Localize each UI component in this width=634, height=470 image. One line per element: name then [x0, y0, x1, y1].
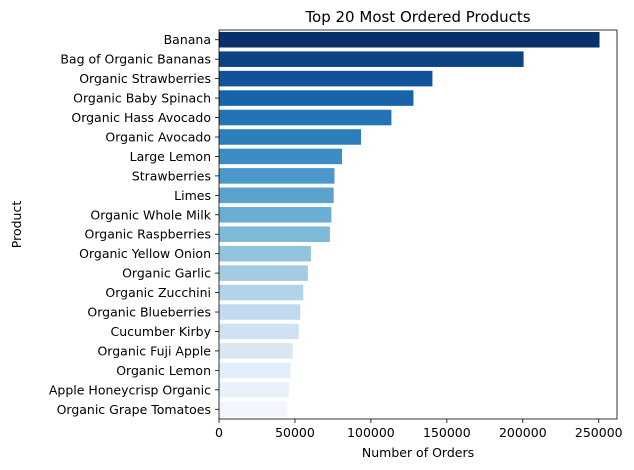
bar: [219, 51, 524, 67]
bar: [219, 31, 600, 48]
y-tick-label: Organic Grape Tomatoes: [57, 402, 211, 417]
bars-group: [219, 31, 600, 418]
y-tick-label: Organic Baby Spinach: [73, 91, 211, 106]
bar: [219, 265, 308, 281]
bar: [219, 284, 304, 301]
y-tick-label: Organic Whole Milk: [90, 207, 211, 222]
x-tick-label: 100000: [347, 425, 395, 440]
y-tick-label: Organic Fuji Apple: [97, 343, 211, 358]
bar: [219, 343, 293, 359]
bar: [219, 90, 414, 106]
x-tick-label: 200000: [499, 425, 547, 440]
bar: [219, 206, 332, 223]
y-tick-label: Organic Raspberries: [85, 227, 211, 242]
chart-title: Top 20 Most Ordered Products: [304, 8, 530, 26]
y-tick-label: Large Lemon: [130, 149, 211, 164]
y-tick-label: Organic Hass Avocado: [71, 110, 211, 125]
y-axis-ticks: Banana Bag of Organic Bananas Organic Stra…: [49, 32, 219, 417]
x-tick-label: 50000: [275, 425, 315, 440]
bar: [219, 382, 289, 398]
x-axis-label: Number of Orders: [362, 445, 474, 460]
y-tick-label: Bag of Organic Bananas: [60, 52, 211, 67]
y-tick-label: Organic Avocado: [105, 129, 211, 144]
bar: [219, 245, 311, 262]
y-tick-label: Organic Blueberries: [87, 305, 211, 320]
x-axis-ticks: 0 50000 100000 150000 200000 250000: [215, 419, 623, 440]
bar: [219, 187, 334, 204]
axes-frame: [218, 29, 618, 420]
y-tick-label: Limes: [174, 188, 211, 203]
x-tick-label: 250000: [575, 425, 623, 440]
bar: [219, 168, 335, 184]
bar: [219, 226, 330, 243]
bar: [219, 323, 299, 340]
bar: [219, 129, 362, 145]
plot-frame: [218, 29, 618, 420]
y-axis-label: Product: [9, 201, 24, 249]
y-tick-label: Organic Lemon: [116, 363, 211, 378]
y-tick-label: Strawberries: [132, 168, 211, 183]
y-tick-label: Organic Strawberries: [79, 71, 211, 86]
x-tick-label: 0: [215, 425, 223, 440]
bar: [219, 401, 288, 418]
x-tick-label: 150000: [423, 425, 471, 440]
y-tick-label: Organic Garlic: [122, 266, 211, 281]
bar: [219, 109, 392, 126]
y-tick-label: Organic Zucchini: [105, 285, 211, 300]
y-tick-label: Cucumber Kirby: [110, 324, 211, 339]
y-tick-label: Banana: [164, 32, 211, 47]
bar: [219, 70, 433, 87]
y-tick-label: Organic Yellow Onion: [79, 246, 211, 261]
bar: [219, 362, 291, 379]
bar: [219, 304, 301, 320]
bar: [219, 148, 343, 165]
y-tick-label: Apple Honeycrisp Organic: [49, 382, 211, 397]
